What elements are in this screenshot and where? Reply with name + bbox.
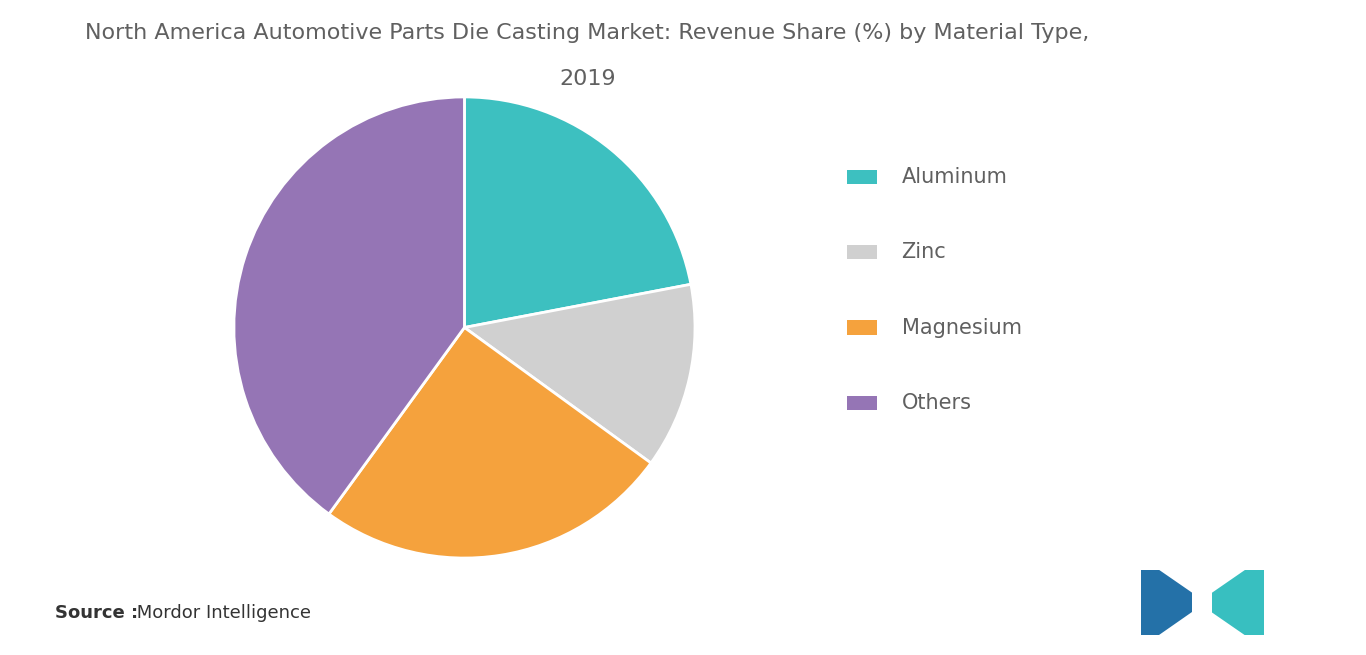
- Text: North America Automotive Parts Die Casting Market: Revenue Share (%) by Material: North America Automotive Parts Die Casti…: [85, 23, 1090, 43]
- Polygon shape: [1212, 612, 1246, 635]
- Wedge shape: [329, 328, 652, 558]
- Text: 2019: 2019: [559, 69, 616, 89]
- Polygon shape: [1141, 570, 1193, 635]
- Polygon shape: [1212, 570, 1264, 593]
- Wedge shape: [234, 97, 464, 514]
- Text: Source :: Source :: [55, 605, 138, 622]
- Text: Mordor Intelligence: Mordor Intelligence: [131, 605, 311, 622]
- Wedge shape: [464, 284, 695, 463]
- Wedge shape: [464, 97, 691, 328]
- Polygon shape: [1212, 570, 1264, 635]
- Polygon shape: [1158, 612, 1193, 635]
- Text: Magnesium: Magnesium: [902, 318, 1022, 337]
- Text: Zinc: Zinc: [902, 242, 947, 262]
- Polygon shape: [1141, 570, 1193, 593]
- Text: Aluminum: Aluminum: [902, 167, 1008, 187]
- Text: Others: Others: [902, 393, 971, 413]
